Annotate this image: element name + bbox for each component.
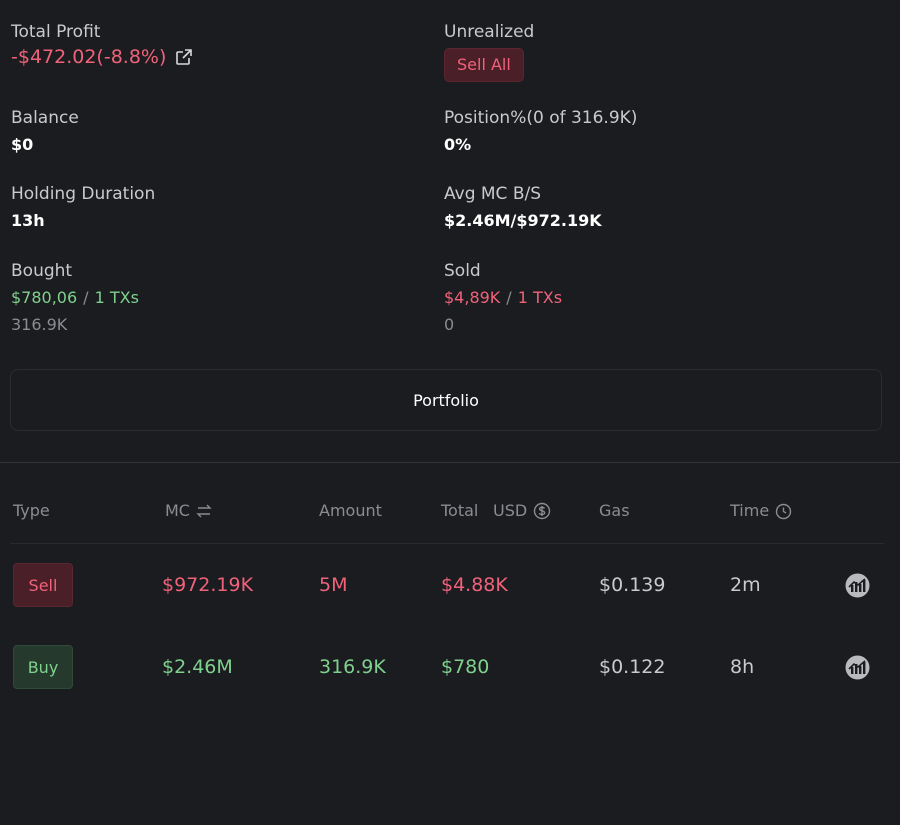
table-row: Sell $972.19K 5M $4.88K $0.139 2m: [0, 562, 900, 608]
row-total: $4.88K: [441, 574, 508, 596]
row-total: $780: [441, 656, 490, 678]
table-row: Buy $2.46M 316.9K $780 $0.122 8h: [0, 644, 900, 690]
portfolio-button[interactable]: Portfolio: [10, 369, 882, 431]
sell-all-button[interactable]: Sell All: [444, 48, 524, 82]
avg-mc-value: $2.46M/$972.19K: [444, 211, 602, 230]
row-amount: 5M: [319, 574, 348, 596]
header-type: Type: [13, 497, 50, 525]
row-mc: $972.19K: [162, 574, 254, 596]
bought-tokens: 316.9K: [11, 315, 68, 334]
position-value: 0%: [444, 135, 472, 154]
total-profit-amount: -$472.02(-8.8%): [11, 46, 167, 68]
total-profit-label: Total Profit: [11, 22, 101, 42]
header-time-label: Time: [730, 501, 770, 520]
unrealized-stat: Unrealized Sell All: [444, 20, 534, 82]
sold-amount: $4,89K: [444, 288, 501, 307]
header-amount-label: Amount: [319, 501, 382, 520]
header-amount: Amount: [319, 497, 382, 525]
header-usd-toggle[interactable]: USD: [493, 497, 551, 525]
total-profit-value: -$472.02(-8.8%): [11, 45, 194, 69]
position-label: Position%(0 of 316.9K): [444, 108, 638, 128]
chart-icon[interactable]: [845, 655, 870, 680]
sold-stat: Sold $4,89K / 1 TXs 0: [444, 259, 562, 337]
balance-stat: Balance $0: [11, 106, 79, 157]
total-profit-stat: Total Profit -$472.02(-8.8%): [11, 20, 194, 69]
row-chart-cell: [845, 644, 870, 690]
row-type-cell: Sell: [13, 562, 73, 608]
sold-label: Sold: [444, 261, 481, 281]
header-usd-label: USD: [493, 501, 528, 520]
header-mc-label: MC: [165, 501, 190, 520]
bought-tx-line: $780,06 / 1 TXs: [11, 286, 139, 310]
header-gas: Gas: [599, 497, 630, 525]
balance-label: Balance: [11, 108, 79, 128]
header-time[interactable]: Time: [730, 497, 792, 525]
row-time: 2m: [730, 574, 761, 596]
chart-icon[interactable]: [845, 573, 870, 598]
external-link-icon[interactable]: [174, 47, 194, 67]
holding-duration-label: Holding Duration: [11, 184, 156, 204]
header-total-label: Total: [441, 501, 479, 520]
sold-tx-line: $4,89K / 1 TXs: [444, 286, 562, 310]
bought-txs: 1 TXs: [94, 288, 139, 307]
row-mc: $2.46M: [162, 656, 233, 678]
header-gas-label: Gas: [599, 501, 630, 520]
bought-slash: /: [83, 288, 89, 307]
avg-mc-label: Avg MC B/S: [444, 184, 542, 204]
holding-duration-value: 13h: [11, 211, 45, 230]
section-divider: [0, 462, 900, 463]
header-row-divider: [10, 543, 884, 544]
row-chart-cell: [845, 562, 870, 608]
holding-duration-stat: Holding Duration 13h: [11, 182, 155, 233]
sold-tokens: 0: [444, 315, 455, 334]
bought-stat: Bought $780,06 / 1 TXs 316.9K: [11, 259, 139, 337]
header-mc[interactable]: MC: [165, 497, 212, 525]
position-stat: Position%(0 of 316.9K) 0%: [444, 106, 637, 157]
avg-mc-stat: Avg MC B/S $2.46M/$972.19K: [444, 182, 602, 233]
sell-badge: Sell: [13, 563, 73, 607]
swap-arrows-icon[interactable]: [196, 503, 212, 519]
buy-badge: Buy: [13, 645, 73, 689]
row-gas: $0.122: [599, 656, 666, 678]
clock-icon[interactable]: [775, 503, 792, 520]
unrealized-label: Unrealized: [444, 22, 535, 42]
row-time: 8h: [730, 656, 755, 678]
header-total: Total: [441, 497, 478, 525]
sold-txs: 1 TXs: [517, 288, 563, 307]
balance-value: $0: [11, 135, 34, 154]
trades-table-header: Type MC Amount Total USD Gas Ti: [0, 497, 900, 525]
header-type-label: Type: [13, 501, 50, 520]
currency-icon[interactable]: [533, 502, 551, 520]
row-gas: $0.139: [599, 574, 666, 596]
bought-amount: $780,06: [11, 288, 78, 307]
row-type-cell: Buy: [13, 644, 73, 690]
sold-slash: /: [506, 288, 512, 307]
bought-label: Bought: [11, 261, 73, 281]
row-amount: 316.9K: [319, 656, 386, 678]
